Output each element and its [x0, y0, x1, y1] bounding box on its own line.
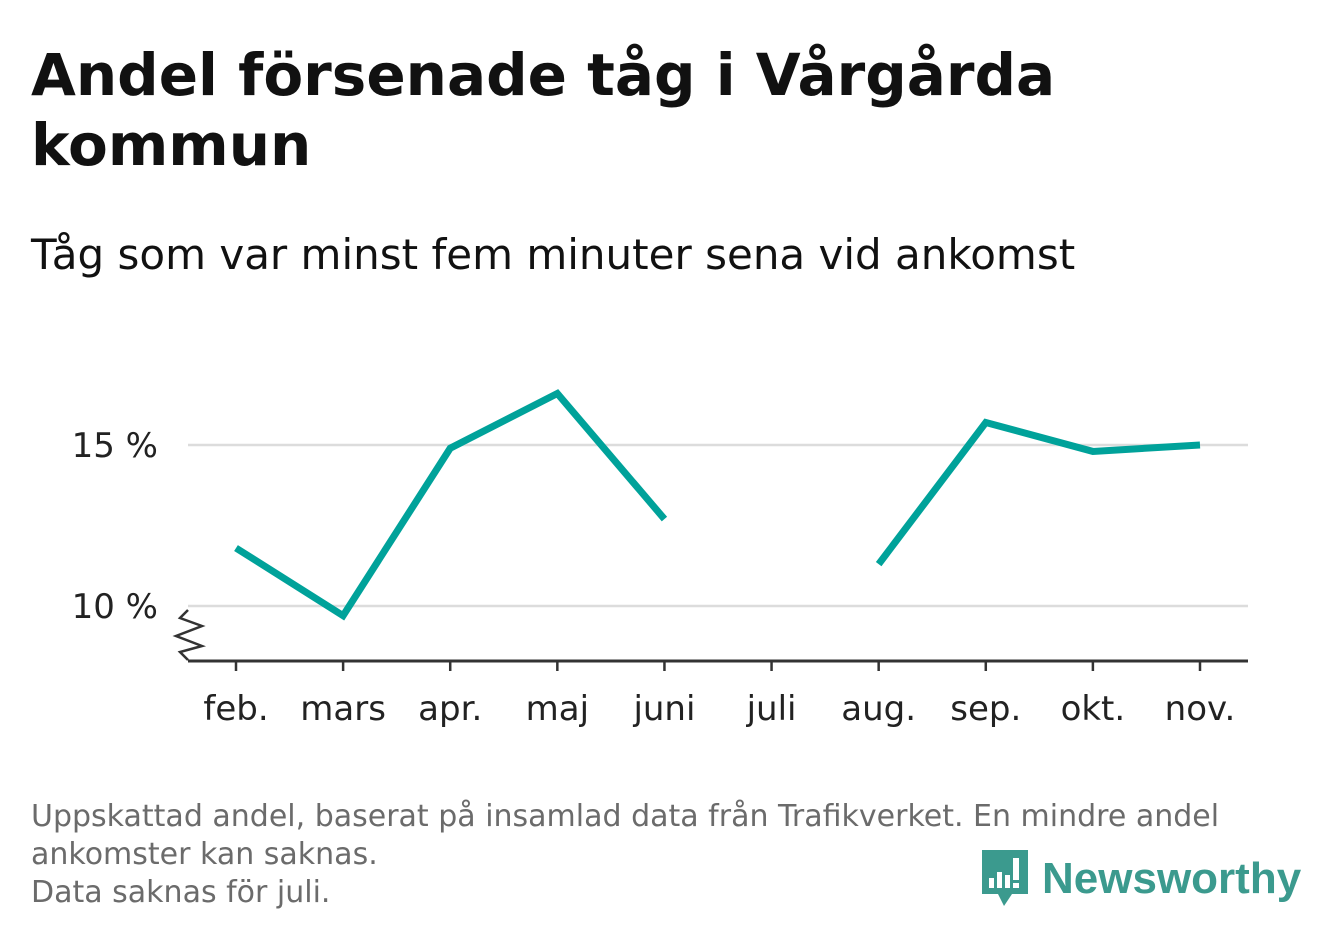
axis-break-marker [172, 609, 207, 661]
x-tick-label-2: apr. [418, 689, 482, 729]
x-tick-label-9: nov. [1165, 689, 1236, 729]
y-tick-label-10: 10 % [72, 587, 158, 627]
gridlines [188, 443, 1248, 608]
chart-subtitle: Tåg som var minst fem minuter sena vid a… [31, 230, 1076, 279]
x-tick-label-1: mars [300, 689, 386, 729]
x-tick-label-5: juli [746, 689, 797, 729]
x-axis [172, 609, 1248, 671]
series-0-segment-0 [234, 389, 668, 621]
x-tick-label-0: feb. [203, 689, 268, 729]
x-tick-label-7: sep. [950, 689, 1021, 729]
line-chart: 10 % 15 % feb. mars apr. maj juni juli aug. sep.… [72, 389, 1248, 729]
footnote-line-2: ankomster kan saknas. [31, 837, 378, 872]
newsworthy-logo-icon [982, 850, 1028, 906]
logo-text: Newsworthy [1042, 854, 1302, 903]
x-tick-label-6: aug. [841, 689, 916, 729]
x-axis-labels: feb. mars apr. maj juni juli aug. sep. okt. nov. [203, 689, 1235, 729]
series-0-segment-1 [875, 418, 1201, 567]
footnote-line-3: Data saknas för juli. [31, 875, 331, 910]
chart-title: Andel försenade tåg i Vårgårda kommun [31, 41, 1056, 179]
x-tick-label-8: okt. [1061, 689, 1126, 729]
series-line [234, 389, 1201, 621]
newsworthy-logo: Newsworthy [980, 848, 1301, 910]
x-tick-label-4: juni [632, 689, 695, 729]
footnote-line-1: Uppskattad andel, baserat på insamlad da… [31, 799, 1220, 834]
footnote: Uppskattad andel, baserat på insamlad da… [31, 798, 1291, 912]
y-axis-labels: 10 % 15 % [72, 426, 158, 627]
y-tick-label-15: 15 % [72, 426, 158, 466]
x-tick-label-3: maj [526, 689, 589, 729]
